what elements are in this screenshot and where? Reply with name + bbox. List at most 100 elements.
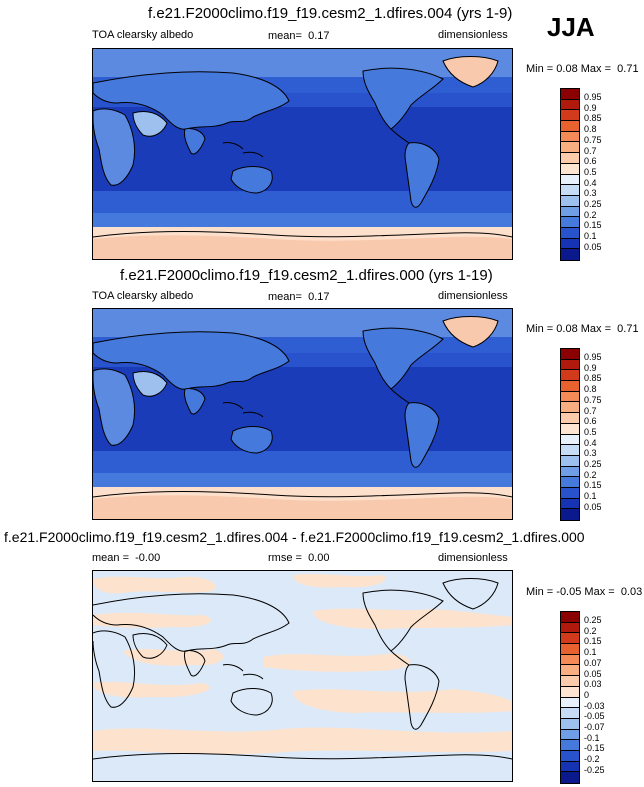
cbar2-swatch-10 bbox=[561, 455, 579, 467]
antarctica-core bbox=[93, 235, 512, 259]
diff-patch-midlat-1 bbox=[93, 612, 212, 628]
panel-1-map-svg bbox=[93, 49, 512, 259]
cbar3-label-11: -0.1 bbox=[584, 732, 600, 743]
australia bbox=[230, 166, 273, 194]
cbar1-swatch-12 bbox=[561, 217, 579, 228]
cbar2-label-0: 0.95 bbox=[584, 352, 602, 362]
australia bbox=[230, 688, 273, 716]
cbar2-swatch-0 bbox=[561, 349, 579, 360]
cbar1-label-12: 0.15 bbox=[584, 220, 602, 231]
cbar3-swatch-9 bbox=[561, 708, 579, 719]
cbar3-label-0: 0.25 bbox=[584, 615, 602, 625]
cbar2-label-3: 0.8 bbox=[584, 384, 597, 395]
cbar2-swatch-7 bbox=[561, 423, 579, 435]
central-america bbox=[390, 388, 410, 404]
panel-3-map-svg bbox=[93, 573, 512, 760]
panel-2-mean: mean= 0.17 bbox=[268, 291, 330, 303]
south-america bbox=[404, 402, 440, 468]
cbar1-label-10: 0.25 bbox=[584, 199, 602, 209]
panel-1-units: dimensionless bbox=[438, 29, 508, 41]
cbar1-swatch-7 bbox=[561, 163, 579, 175]
antarctic-coast bbox=[93, 753, 512, 760]
diff-patch-southern-ocean bbox=[93, 727, 512, 755]
cbar1-label-5: 0.7 bbox=[584, 145, 597, 156]
panel-2-minmax: Min = 0.08 Max = 0.71 bbox=[526, 323, 639, 335]
cbar2-label-6: 0.6 bbox=[584, 416, 597, 427]
antarctic-coast bbox=[93, 231, 512, 238]
arabia bbox=[132, 370, 168, 397]
cbar2-label-14: 0.05 bbox=[584, 501, 602, 512]
cbar1-label-9: 0.3 bbox=[584, 188, 597, 199]
cbar2-label-1: 0.9 bbox=[584, 362, 597, 373]
cbar2-label-4: 0.75 bbox=[584, 394, 602, 405]
cbar1-swatch-3 bbox=[561, 121, 579, 132]
cbar1-label-7: 0.5 bbox=[584, 166, 597, 177]
panel-1-map bbox=[92, 48, 513, 260]
cbar3-label-8: -0.03 bbox=[584, 700, 605, 711]
cbar2-label-2: 0.85 bbox=[584, 373, 602, 384]
cbar3-swatch-2 bbox=[561, 633, 579, 645]
cbar3-swatch-7 bbox=[561, 686, 579, 698]
africa bbox=[93, 108, 136, 186]
south-midlat-ocean bbox=[93, 191, 512, 213]
north-band bbox=[93, 49, 512, 77]
cbar1-swatch-13 bbox=[561, 227, 579, 239]
cbar3-swatch-8 bbox=[561, 697, 579, 709]
cbar3-label-13: -0.2 bbox=[584, 754, 600, 765]
panel-3-units: dimensionless bbox=[438, 552, 508, 564]
panel-2-title: f.e21.F2000climo.f19_f19.cesm2_1.dfires.… bbox=[120, 267, 493, 284]
cbar3-label-1: 0.2 bbox=[584, 625, 597, 636]
south-subpolar bbox=[93, 213, 512, 227]
cbar1-label-6: 0.6 bbox=[584, 156, 597, 167]
central-america bbox=[390, 650, 410, 666]
cbar3-label-2: 0.15 bbox=[584, 636, 602, 647]
cbar2-label-12: 0.15 bbox=[584, 480, 602, 491]
cbar3-swatch-4 bbox=[561, 654, 579, 666]
cbar2-label-11: 0.2 bbox=[584, 469, 597, 480]
cbar3-label-4: 0.07 bbox=[584, 657, 602, 668]
greenland bbox=[442, 578, 499, 610]
greenland bbox=[442, 56, 499, 88]
panel-1-minmax: Min = 0.08 Max = 0.71 bbox=[526, 63, 639, 75]
panel-1-title: f.e21.F2000climo.f19_f19.cesm2_1.dfires.… bbox=[148, 5, 513, 22]
maritime-continent bbox=[222, 402, 264, 418]
cbar3-swatch-0 bbox=[561, 612, 579, 623]
eurasia bbox=[93, 331, 290, 390]
arabia bbox=[132, 110, 168, 137]
eurasia bbox=[93, 71, 290, 130]
eurasia bbox=[93, 593, 290, 652]
cbar2-swatch-11 bbox=[561, 466, 579, 478]
cbar3-swatch-12 bbox=[561, 740, 579, 751]
cbar1-label-13: 0.1 bbox=[584, 231, 597, 242]
cbar1-swatch-0 bbox=[561, 89, 579, 100]
india bbox=[184, 388, 206, 415]
antarctic-coast bbox=[93, 491, 512, 498]
cbar2-swatch-5 bbox=[561, 402, 579, 414]
greenland bbox=[442, 316, 499, 348]
diff-patch-north-2 bbox=[293, 573, 386, 588]
panel-2-units: dimensionless bbox=[438, 290, 508, 302]
cbar2-label-5: 0.7 bbox=[584, 405, 597, 416]
maritime-continent bbox=[222, 664, 264, 680]
panel-1-variable: TOA clearsky albedo bbox=[92, 29, 194, 41]
cbar1-swatch-11 bbox=[561, 206, 579, 218]
diff-patch-south-1 bbox=[93, 682, 210, 698]
cbar1-label-11: 0.2 bbox=[584, 209, 597, 220]
cbar2-swatch-4 bbox=[561, 391, 579, 403]
india bbox=[184, 650, 206, 677]
panel-2-map bbox=[92, 308, 513, 520]
cbar2-swatch-9 bbox=[561, 445, 579, 456]
cbar3-swatch-6 bbox=[561, 676, 579, 687]
south-midlat-ocean bbox=[93, 451, 512, 473]
cbar3-label-10: -0.07 bbox=[584, 722, 605, 732]
cbar3-swatch-3 bbox=[561, 644, 579, 655]
cbar3-swatch-11 bbox=[561, 729, 579, 741]
cbar2-swatch-1 bbox=[561, 359, 579, 371]
cbar3-swatch-14 bbox=[561, 761, 579, 773]
panel-1-mean: mean= 0.17 bbox=[268, 30, 330, 42]
cbar3-swatch-13 bbox=[561, 750, 579, 762]
cbar1-swatch-14 bbox=[561, 238, 579, 250]
diff-patch-midlat-2 bbox=[313, 608, 512, 629]
arabia bbox=[132, 632, 168, 659]
cbar3-label-7: 0 bbox=[584, 689, 590, 700]
